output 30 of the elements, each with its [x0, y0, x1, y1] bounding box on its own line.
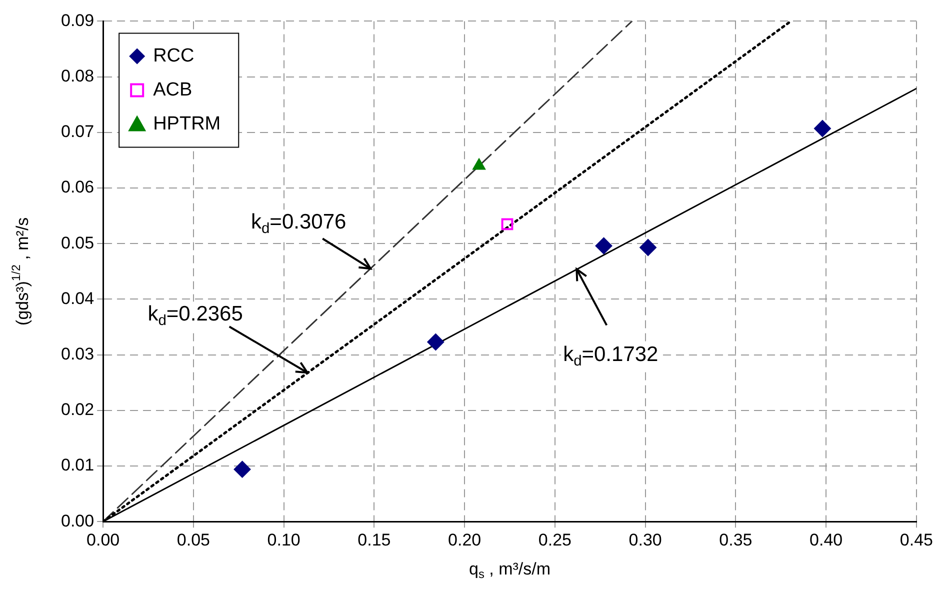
x-tick-label: 0.40	[810, 530, 843, 550]
y-tick-label: 0.09	[60, 10, 94, 30]
legend-label: RCC	[153, 45, 194, 66]
y-tick-label: 0.06	[60, 178, 94, 197]
x-tick-label: 0.30	[628, 530, 662, 550]
point	[640, 238, 657, 256]
x-tick-label: 0.15	[358, 530, 391, 550]
x-tick-label: 0.00	[86, 530, 120, 550]
x-tick-label: 0.35	[719, 530, 752, 550]
x-tick-label: 0.05	[176, 530, 210, 550]
y-tick-label: 0.01	[60, 456, 94, 475]
y-tick-label: 0.07	[60, 122, 94, 142]
y-tick-label: 0.08	[60, 66, 94, 86]
y-tick-label: 0.05	[60, 233, 94, 252]
x-tick-label: 0.25	[538, 530, 572, 550]
y-axis-title: (gds³)1/2 , m²/s	[8, 217, 32, 326]
legend-label: ACB	[153, 79, 192, 100]
point	[814, 120, 831, 138]
y-tick-label: 0.02	[60, 400, 94, 420]
legend-label: HPTRM	[153, 113, 221, 134]
y-tick-label: 0.04	[60, 288, 94, 308]
point	[501, 218, 514, 230]
y-tick-label: 0.00	[60, 511, 94, 530]
x-tick-label: 0.10	[267, 530, 300, 550]
x-tick-label: 0.45	[900, 530, 934, 550]
point	[595, 237, 612, 254]
point	[427, 334, 444, 351]
y-tick-label: 0.03	[60, 344, 94, 364]
point	[234, 460, 251, 478]
x-tick-label: 0.20	[448, 530, 482, 550]
